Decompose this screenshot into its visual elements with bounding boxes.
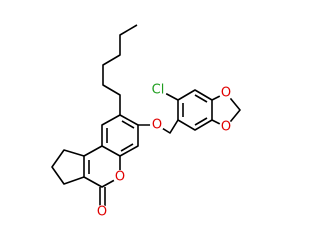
atom-label: O — [152, 118, 162, 133]
label-bg — [95, 205, 109, 219]
atom-label: O — [97, 205, 107, 220]
label-bg — [149, 81, 167, 99]
atom-label: O — [115, 170, 125, 185]
atom-labels: Cl O O O O O — [95, 81, 233, 220]
double-bond — [194, 94, 208, 103]
bonds — [51, 24, 241, 207]
atom-label: O — [221, 120, 231, 135]
ether-link — [138, 119, 179, 134]
double-bond — [194, 117, 208, 126]
atom-label: O — [221, 86, 231, 101]
label-bg — [150, 118, 164, 132]
cyclopentane-ring — [51, 149, 85, 185]
atom-label: Cl — [152, 83, 165, 98]
label-bg — [113, 170, 127, 184]
double-bond — [121, 120, 135, 129]
double-bond — [120, 143, 134, 152]
molecule-diagram: Cl O O O O O — [51, 24, 241, 220]
label-bg — [219, 86, 233, 100]
label-bg — [219, 120, 233, 134]
hexyl-chain — [102, 24, 138, 115]
